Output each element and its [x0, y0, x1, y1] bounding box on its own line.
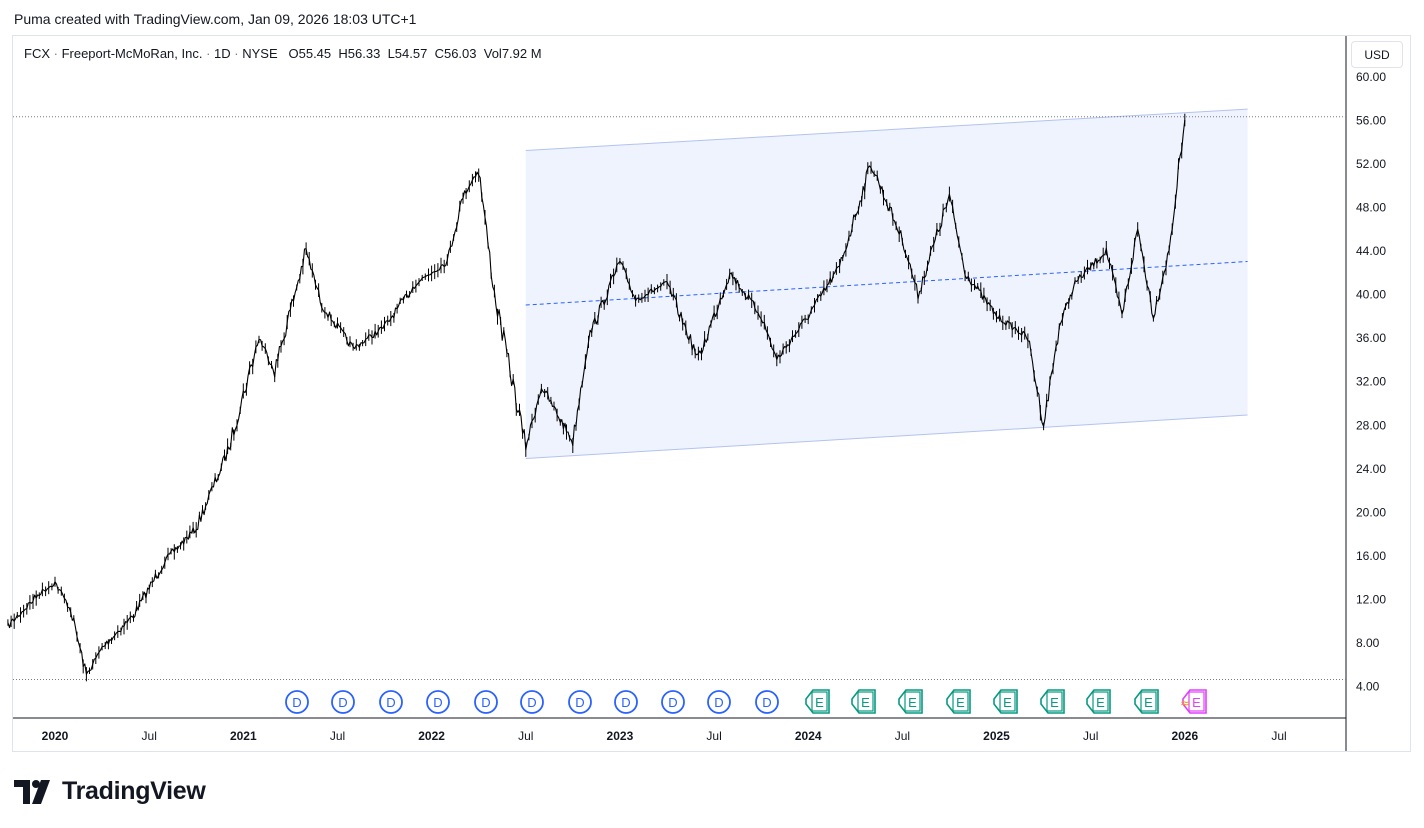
chart-frame — [12, 35, 1411, 752]
legend-high-label: H — [338, 46, 348, 61]
earnings-marker[interactable]: E — [1086, 689, 1111, 714]
x-tick-label: 2024 — [795, 729, 822, 743]
symbol-legend[interactable]: FCX · Freeport-McMoRan, Inc. · 1D · NYSE… — [24, 46, 542, 61]
legend-open: 55.45 — [298, 46, 332, 61]
y-tick-label: 28.00 — [1356, 418, 1386, 432]
upcoming-earnings-marker[interactable]: E — [1182, 689, 1207, 714]
earnings-marker-label: E — [1003, 695, 1012, 710]
tradingview-logo-icon — [14, 779, 50, 804]
legend-vol-label: Vol — [483, 46, 502, 61]
x-tick-label: 2022 — [418, 729, 445, 743]
legend-name: Freeport-McMoRan, Inc. — [61, 46, 203, 61]
legend-vol: 7.92 M — [501, 46, 542, 61]
currency-button[interactable]: USD — [1351, 41, 1403, 68]
dividend-marker-label: D — [621, 695, 630, 710]
x-tick-label: 2023 — [607, 729, 634, 743]
x-tick-label: Jul — [330, 729, 345, 743]
channel-middle-line — [525, 261, 1248, 306]
earnings-marker-label: E — [956, 695, 965, 710]
upcoming-earnings-marker-label: E — [1192, 695, 1201, 710]
channel-fill — [525, 109, 1248, 459]
y-tick-label: 52.00 — [1356, 157, 1386, 171]
tradingview-brand[interactable]: TradingView — [14, 777, 206, 806]
earnings-marker[interactable]: E — [1134, 689, 1159, 714]
x-tick-label: Jul — [706, 729, 721, 743]
dividend-marker-label: D — [668, 695, 677, 710]
x-tick-label: 2020 — [42, 729, 69, 743]
x-tick-label: 2021 — [230, 729, 257, 743]
dividend-marker[interactable]: D — [331, 690, 355, 714]
legend-open-label: O — [288, 46, 299, 61]
x-tick-label: 2026 — [1171, 729, 1198, 743]
y-tick-label: 48.00 — [1356, 201, 1386, 215]
legend-symbol: FCX — [24, 46, 50, 61]
legend-low: 54.57 — [394, 46, 428, 61]
dividend-marker[interactable]: D — [614, 690, 638, 714]
y-tick-label: 32.00 — [1356, 375, 1386, 389]
earnings-marker-label: E — [1050, 695, 1059, 710]
y-tick-label: 44.00 — [1356, 244, 1386, 258]
earnings-marker[interactable]: E — [851, 689, 876, 714]
y-tick-label: 12.00 — [1356, 592, 1386, 606]
dividend-marker[interactable]: D — [426, 690, 450, 714]
earnings-marker-label: E — [861, 695, 870, 710]
earnings-marker[interactable]: E — [898, 689, 923, 714]
dividend-marker[interactable]: D — [568, 690, 592, 714]
dividend-marker-label: D — [575, 695, 584, 710]
price-series-line — [7, 119, 1186, 675]
earnings-marker[interactable]: E — [946, 689, 971, 714]
earnings-marker[interactable]: E — [1040, 689, 1065, 714]
y-tick-label: 24.00 — [1356, 462, 1386, 476]
dividend-marker-label: D — [386, 695, 395, 710]
earnings-marker-label: E — [1144, 695, 1153, 710]
x-tick-label: Jul — [895, 729, 910, 743]
brand-name: TradingView — [62, 777, 206, 805]
y-tick-label: 56.00 — [1356, 114, 1386, 128]
earnings-marker-label: E — [908, 695, 917, 710]
dividend-marker[interactable]: D — [661, 690, 685, 714]
dividend-marker-label: D — [481, 695, 490, 710]
chart-snapshot-title: Puma created with TradingView.com, Jan 0… — [14, 11, 417, 27]
y-tick-label: 4.00 — [1356, 680, 1380, 694]
channel-upper-line — [525, 108, 1248, 151]
dividend-marker[interactable]: D — [474, 690, 498, 714]
legend-high: 56.33 — [347, 46, 381, 61]
dividend-marker[interactable]: D — [755, 690, 779, 714]
legend-exchange: NYSE — [242, 46, 278, 61]
legend-close: 56.03 — [443, 46, 477, 61]
x-tick-label: Jul — [1083, 729, 1098, 743]
channel-lower-line — [525, 414, 1248, 460]
dividend-marker-label: D — [292, 695, 301, 710]
x-tick-label: Jul — [1271, 729, 1286, 743]
dividend-marker[interactable]: D — [520, 690, 544, 714]
x-tick-label: Jul — [142, 729, 157, 743]
dividend-marker-label: D — [433, 695, 442, 710]
dividend-marker[interactable]: D — [707, 690, 731, 714]
y-tick-label: 8.00 — [1356, 636, 1380, 650]
y-tick-label: 60.00 — [1356, 70, 1386, 84]
y-tick-label: 20.00 — [1356, 505, 1386, 519]
y-tick-label: 16.00 — [1356, 549, 1386, 563]
earnings-marker-label: E — [815, 695, 824, 710]
earnings-marker-label: E — [1096, 695, 1105, 710]
dividend-marker-label: D — [338, 695, 347, 710]
earnings-marker[interactable]: E — [993, 689, 1018, 714]
dividend-marker-label: D — [527, 695, 536, 710]
dividend-marker-label: D — [714, 695, 723, 710]
y-tick-label: 40.00 — [1356, 288, 1386, 302]
x-tick-label: 2025 — [983, 729, 1010, 743]
x-tick-label: Jul — [518, 729, 533, 743]
legend-close-label: C — [434, 46, 444, 61]
dividend-marker[interactable]: D — [285, 690, 309, 714]
legend-interval: 1D — [214, 46, 231, 61]
upcoming-earnings-prefix: ≈ — [1180, 696, 1190, 710]
legend-low-label: L — [387, 46, 395, 61]
dividend-marker-label: D — [762, 695, 771, 710]
y-tick-label: 36.00 — [1356, 331, 1386, 345]
earnings-marker[interactable]: E — [805, 689, 830, 714]
dividend-marker[interactable]: D — [379, 690, 403, 714]
